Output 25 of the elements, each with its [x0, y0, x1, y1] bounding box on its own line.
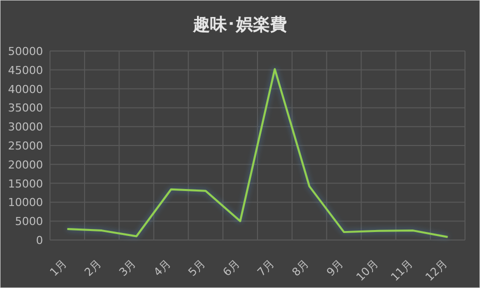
- y-tick-label: 50000: [8, 45, 43, 58]
- y-tick-label: 20000: [8, 158, 43, 172]
- y-tick-label: 40000: [8, 82, 43, 96]
- x-tick-label: 12月: [422, 256, 450, 284]
- y-tick-label: 0: [36, 234, 43, 247]
- y-tick-label: 35000: [8, 102, 43, 115]
- x-tick-label: 10月: [354, 256, 381, 284]
- y-tick-label: 15000: [8, 177, 43, 190]
- y-tick-label: 10000: [8, 196, 43, 210]
- chart-title: 趣味･娯楽費: [192, 15, 287, 35]
- y-tick-label: 45000: [8, 64, 43, 77]
- x-tick-label: 7月: [254, 256, 277, 279]
- x-tick-label: 6月: [220, 256, 242, 279]
- y-tick-label: 5000: [15, 215, 43, 228]
- y-tick-label: 30000: [8, 120, 43, 134]
- x-tick-label: 4月: [151, 256, 174, 279]
- x-tick-label: 5月: [186, 256, 208, 279]
- x-tick-label: 9月: [324, 256, 346, 279]
- line-series: [66, 68, 449, 238]
- x-tick-label: 8月: [290, 256, 312, 279]
- x-tick-label: 3月: [116, 256, 139, 279]
- x-tick-label: 2月: [82, 256, 104, 279]
- y-tick-label: 25000: [8, 140, 43, 152]
- x-tick-label: 11月: [388, 256, 416, 284]
- x-tick-label: 1月: [47, 256, 70, 279]
